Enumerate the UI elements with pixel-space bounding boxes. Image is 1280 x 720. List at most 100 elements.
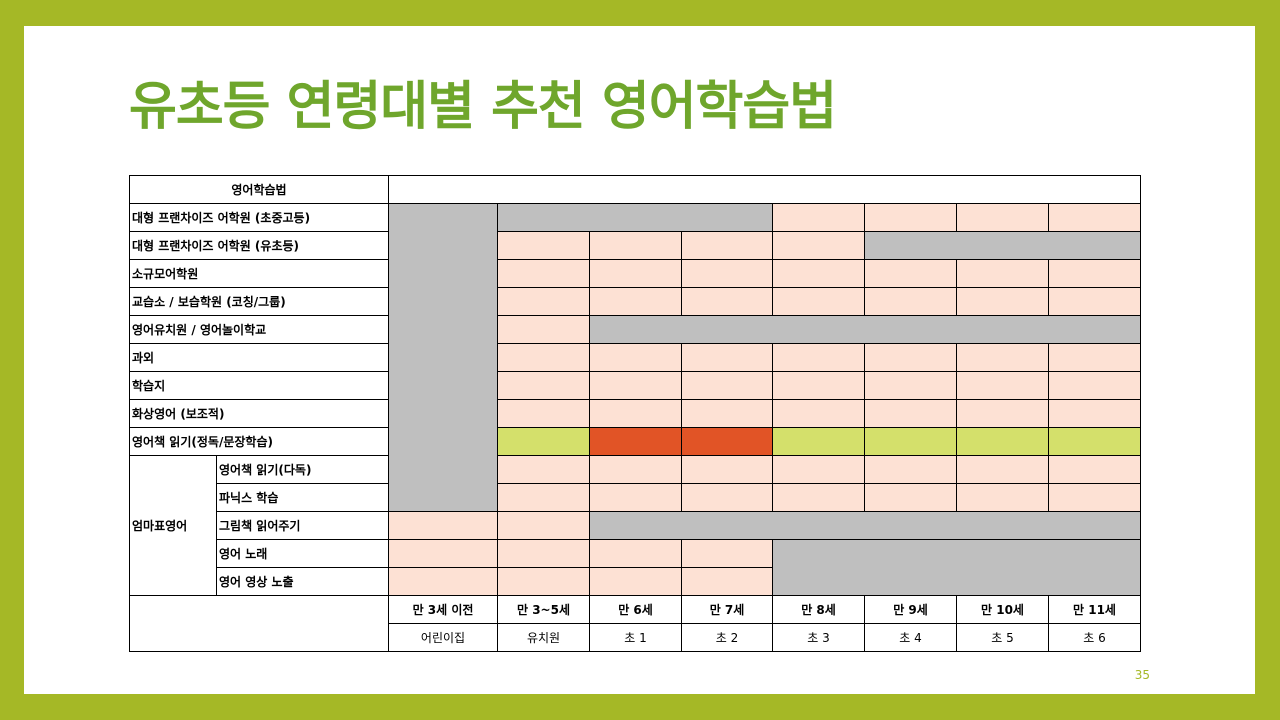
cell-recommended (864, 399, 957, 428)
age-cell: 만 3~5세 (497, 595, 590, 624)
header-label: 영어학습법 (129, 175, 389, 204)
footer-blank (129, 595, 389, 652)
cell-recommended (589, 231, 682, 260)
grade-cell: 초 5 (956, 623, 1049, 652)
row-label: 교습소 / 보습학원 (코칭/그룹) (129, 287, 389, 316)
cell-na (589, 511, 1141, 540)
cell-highlight (497, 427, 590, 456)
cell-recommended (864, 455, 957, 484)
table-row: 화상영어 (보조적) (129, 399, 1141, 428)
row-label: 영어책 읽기(정독/문장학습) (129, 427, 389, 456)
cell-na (589, 315, 1141, 344)
row-label: 학습지 (129, 371, 389, 400)
cell-highlight (772, 427, 865, 456)
cell-recommended (589, 259, 682, 288)
row-label: 영어유치원 / 영어놀이학교 (129, 315, 389, 344)
cell-recommended (589, 371, 682, 400)
cell-recommended (681, 455, 773, 484)
cell-recommended (1048, 399, 1141, 428)
cell-recommended (864, 287, 957, 316)
cell-recommended (956, 371, 1049, 400)
row-label: 파닉스 학습 (216, 483, 389, 512)
cell-recommended (497, 259, 590, 288)
grade-cell: 어린이집 (388, 623, 498, 652)
age-cell: 만 11세 (1048, 595, 1141, 624)
cell-recommended (864, 343, 957, 372)
cell-recommended (681, 343, 773, 372)
cell-recommended (497, 343, 590, 372)
header-blank (388, 175, 1141, 204)
cell-recommended (864, 483, 957, 512)
cell-recommended (956, 343, 1049, 372)
cell-recommended (497, 455, 590, 484)
cell-recommended (589, 539, 682, 568)
cell-recommended (772, 483, 865, 512)
cell-recommended (772, 287, 865, 316)
cell-recommended (681, 399, 773, 428)
cell-recommended (681, 287, 773, 316)
table-row: 대형 프랜차이즈 어학원 (유초등) (129, 231, 1141, 260)
age-cell: 만 3세 이전 (388, 595, 498, 624)
cell-recommended (589, 399, 682, 428)
cell-recommended (1048, 371, 1141, 400)
cell-recommended (772, 399, 865, 428)
table-row: 학습지 (129, 371, 1141, 400)
age-cell: 만 8세 (772, 595, 865, 624)
cell-recommended (388, 511, 498, 540)
learning-method-table: 영어학습법 대형 프랜차이즈 어학원 (초중고등) 대형 프랜차이즈 어학원 (… (129, 175, 1141, 652)
cell-na (864, 231, 1141, 260)
cell-recommended (956, 483, 1049, 512)
cell-recommended (772, 371, 865, 400)
row-label: 과외 (129, 343, 389, 372)
cell-recommended (956, 259, 1049, 288)
cell-recommended (956, 455, 1049, 484)
table-row: 대형 프랜차이즈 어학원 (초중고등) (129, 203, 1141, 512)
cell-recommended (864, 259, 957, 288)
cell-recommended (681, 539, 773, 568)
cell-recommended (681, 567, 773, 596)
page-number: 35 (1134, 668, 1150, 682)
cell-recommended (864, 371, 957, 400)
cell-recommended (864, 203, 957, 232)
grade-cell: 초 3 (772, 623, 865, 652)
cell-recommended (497, 399, 590, 428)
cell-recommended (589, 287, 682, 316)
table-row: 영어 노래 (130, 539, 1141, 596)
row-label: 영어 영상 노출 (216, 567, 389, 596)
cell-highlight (956, 427, 1049, 456)
cell-highlight (864, 427, 957, 456)
cell-recommended (1048, 483, 1141, 512)
cell-recommended (589, 343, 682, 372)
slide: 유초등 연령대별 추천 영어학습법 영어학습법 대형 프랜차이즈 어학원 (초중… (24, 26, 1255, 694)
cell-recommended (589, 567, 682, 596)
grade-cell: 초 1 (589, 623, 682, 652)
cell-strong-highlight (589, 427, 682, 456)
row-label: 그림책 읽어주기 (216, 511, 389, 540)
row-label: 대형 프랜차이즈 어학원 (초중고등) (129, 203, 389, 232)
table-row: 영어책 읽기(정독/문장학습) (129, 427, 1141, 456)
table-row: 영어 영상 노출 (130, 567, 1141, 596)
row-label: 영어책 읽기(다독) (216, 455, 389, 484)
cell-recommended (388, 539, 498, 568)
cell-recommended (589, 483, 682, 512)
cell-recommended (1048, 259, 1141, 288)
cell-recommended (772, 455, 865, 484)
table-row: 과외 (129, 343, 1141, 372)
table-header-row: 영어학습법 (129, 175, 1141, 204)
table-row: 파닉스 학습 (130, 483, 1141, 512)
cell-recommended (772, 343, 865, 372)
age-cell: 만 7세 (681, 595, 773, 624)
cell-highlight (1048, 427, 1141, 456)
cell-recommended (497, 511, 590, 540)
grade-cell: 유치원 (497, 623, 590, 652)
cell-recommended (1048, 203, 1141, 232)
row-label: 화상영어 (보조적) (129, 399, 389, 428)
age-cell: 만 6세 (589, 595, 682, 624)
cell-recommended (497, 315, 590, 344)
grade-cell: 초 2 (681, 623, 773, 652)
cell-recommended (388, 567, 498, 596)
cell-recommended (681, 231, 773, 260)
row-label: 대형 프랜차이즈 어학원 (유초등) (129, 231, 389, 260)
table-row: 소규모어학원 (129, 259, 1141, 288)
table-row: 엄마표영어 영어책 읽기(다독) (129, 455, 1141, 596)
